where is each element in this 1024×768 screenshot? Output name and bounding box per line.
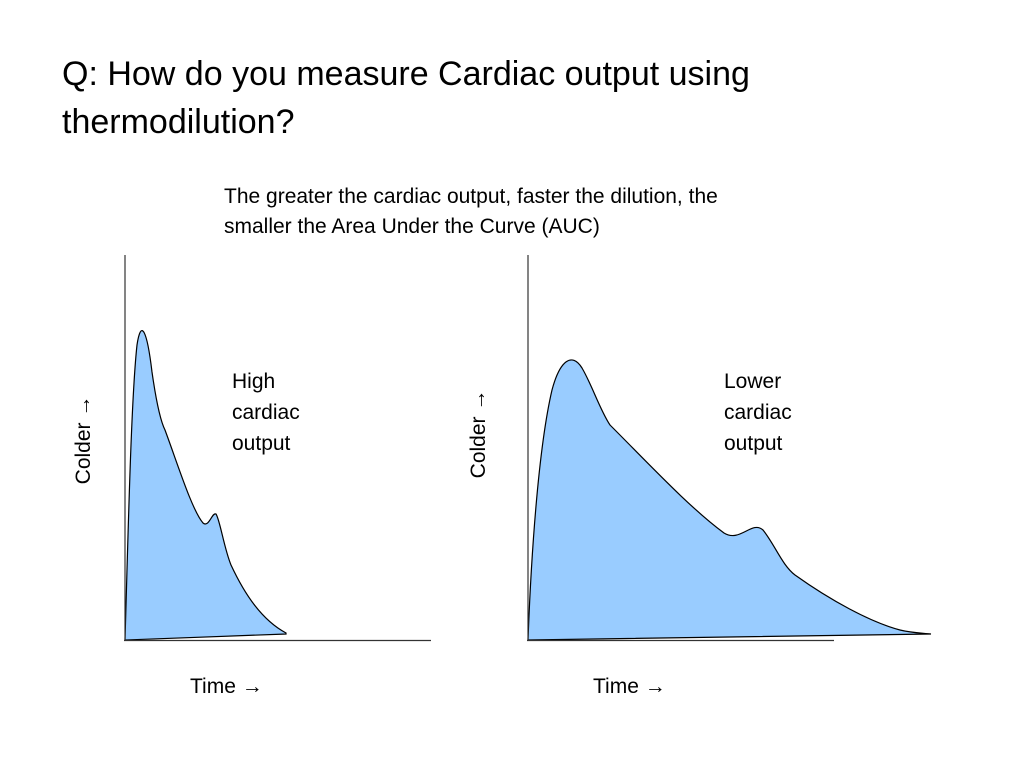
high-output-curve xyxy=(124,330,287,641)
low-output-y-axis-label: Colder → xyxy=(467,389,490,479)
low-output-curve xyxy=(527,359,932,641)
high-output-label-line: cardiac xyxy=(232,401,300,424)
high-output-x-axis-label: Time → xyxy=(190,675,263,698)
high-output-label-line: High xyxy=(232,370,276,393)
slide-title: Q: How do you measure Cardiac output usi… xyxy=(62,55,750,141)
low-output-label-line: cardiac xyxy=(724,401,792,424)
low-output-x-axis-label: Time → xyxy=(593,675,666,698)
low-output-label: Lower cardiac output xyxy=(724,366,844,459)
low-output-label-line: Lower xyxy=(724,370,782,393)
high-output-graph xyxy=(124,255,431,642)
high-output-y-axis-label: Colder → xyxy=(72,395,95,485)
low-output-graph xyxy=(527,255,932,642)
high-output-label-line: output xyxy=(232,432,291,455)
auc-caption: The greater the cardiac output, faster t… xyxy=(224,185,718,238)
low-output-label-line: output xyxy=(724,432,783,455)
high-output-label: High cardiac output xyxy=(232,366,352,459)
